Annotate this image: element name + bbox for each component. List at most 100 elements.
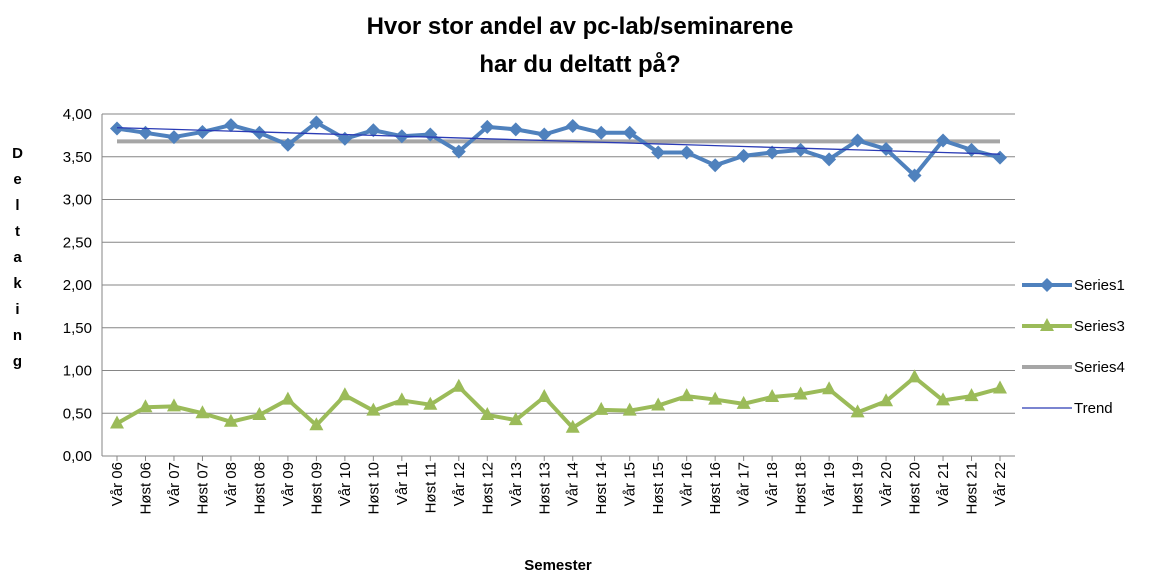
marker xyxy=(252,125,267,140)
marker xyxy=(110,121,124,136)
marker xyxy=(964,388,979,402)
marker xyxy=(423,127,438,142)
x-tick-label: Høst 09 xyxy=(308,462,325,515)
marker xyxy=(708,391,723,405)
y-tick-label: 0,00 xyxy=(63,448,92,465)
marker xyxy=(223,413,238,427)
marker xyxy=(166,398,181,412)
marker xyxy=(537,127,552,142)
marker xyxy=(138,399,153,413)
x-tick-label: Høst 16 xyxy=(707,462,724,515)
series-line xyxy=(116,120,1001,178)
legend-label: Trend xyxy=(1074,400,1113,417)
x-tick-label: Vår 17 xyxy=(736,462,753,506)
x-tick-label: Høst 14 xyxy=(593,462,610,515)
x-tick-label: Vår 15 xyxy=(622,462,639,506)
marker xyxy=(936,392,951,406)
y-tick-label: 2,00 xyxy=(63,277,92,294)
x-tick-label: Høst 21 xyxy=(964,462,981,515)
marker xyxy=(822,152,837,167)
x-tick-label: Høst 19 xyxy=(850,462,867,515)
marker xyxy=(252,406,267,420)
y-tick-label: 1,00 xyxy=(63,363,92,380)
marker xyxy=(451,144,466,159)
x-tick-label: Høst 06 xyxy=(137,462,154,515)
x-tick-label: Vår 12 xyxy=(451,462,468,506)
series-line xyxy=(116,127,1001,155)
x-axis-title: Semester xyxy=(524,557,592,572)
marker xyxy=(280,391,295,405)
marker xyxy=(337,387,352,401)
marker xyxy=(622,125,637,140)
marker xyxy=(622,402,637,416)
x-tick-label: Vår 19 xyxy=(821,462,838,506)
x-tick-label: Høst 07 xyxy=(194,462,211,515)
y-tick-label: 4,00 xyxy=(63,106,92,123)
marker xyxy=(195,405,210,419)
x-tick-label: Høst 11 xyxy=(422,462,439,513)
chart-title: Hvor stor andel av pc-lab/seminarene xyxy=(367,13,794,40)
marker xyxy=(879,142,894,157)
marker xyxy=(736,148,751,163)
marker xyxy=(993,380,1007,394)
x-tick-label: Vår 18 xyxy=(764,462,781,506)
marker xyxy=(366,402,381,416)
x-tick-label: Vår 07 xyxy=(166,462,183,506)
x-tick-label: Vår 20 xyxy=(878,462,895,506)
marker xyxy=(280,137,295,152)
marker xyxy=(1040,318,1054,331)
x-tick-label: Høst 20 xyxy=(907,462,924,515)
marker xyxy=(1040,278,1054,292)
x-tick-label: Vår 10 xyxy=(337,462,354,506)
marker xyxy=(337,131,352,146)
x-tick-label: Høst 15 xyxy=(650,462,667,515)
x-tick-label: Vår 06 xyxy=(109,462,126,506)
marker xyxy=(423,396,438,410)
y-tick-label: 0,50 xyxy=(63,405,92,422)
marker xyxy=(651,145,666,160)
marker xyxy=(195,124,210,139)
marker xyxy=(565,419,580,433)
marker xyxy=(793,386,808,400)
y-tick-label: 1,50 xyxy=(63,320,92,337)
marker xyxy=(451,378,466,392)
legend-label: Series4 xyxy=(1074,359,1125,376)
marker xyxy=(850,404,865,418)
marker xyxy=(366,123,381,138)
marker xyxy=(765,389,780,403)
x-tick-label: Vår 13 xyxy=(508,462,525,506)
marker xyxy=(850,133,865,148)
x-tick-label: Vår 22 xyxy=(992,462,1009,506)
x-tick-label: Vår 08 xyxy=(223,462,240,506)
marker xyxy=(537,389,552,403)
marker xyxy=(565,118,580,133)
marker xyxy=(879,393,894,407)
marker xyxy=(793,142,808,157)
marker xyxy=(708,158,723,173)
x-tick-label: Vår 14 xyxy=(565,462,582,506)
x-tick-label: Vår 21 xyxy=(935,462,952,506)
marker xyxy=(480,406,495,420)
y-tick-label: 3,00 xyxy=(63,192,92,209)
y-axis-title: Deltaking xyxy=(9,145,26,379)
marker xyxy=(508,122,523,137)
x-tick-label: Høst 18 xyxy=(793,462,810,515)
x-tick-label: Vår 16 xyxy=(679,462,696,506)
marker xyxy=(480,119,495,134)
x-tick-label: Vår 11 xyxy=(394,462,411,505)
marker xyxy=(993,150,1007,165)
marker xyxy=(936,133,951,148)
x-tick-label: Høst 12 xyxy=(479,462,496,515)
marker xyxy=(822,381,837,395)
marker xyxy=(736,395,751,409)
chart-title: har du deltatt på? xyxy=(479,51,680,78)
marker xyxy=(110,415,124,429)
y-tick-label: 2,50 xyxy=(63,234,92,251)
marker xyxy=(138,125,153,140)
marker xyxy=(679,388,694,402)
x-tick-label: Høst 08 xyxy=(251,462,268,515)
marker xyxy=(651,397,666,411)
x-tick-label: Høst 13 xyxy=(536,462,553,515)
